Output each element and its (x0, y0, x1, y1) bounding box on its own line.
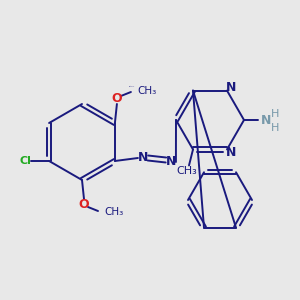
Text: methoxy: methoxy (129, 86, 135, 87)
Text: N: N (226, 146, 236, 159)
Text: H: H (271, 123, 279, 133)
Text: Cl: Cl (19, 156, 31, 166)
Text: O: O (112, 92, 122, 106)
Text: CH₃: CH₃ (137, 86, 156, 96)
Text: N: N (261, 113, 271, 127)
Text: H: H (271, 109, 279, 119)
Text: N: N (166, 154, 176, 167)
Text: N: N (138, 151, 148, 164)
Text: CH₃: CH₃ (104, 207, 123, 217)
Text: CH₃: CH₃ (177, 167, 197, 176)
Text: N: N (226, 81, 236, 94)
Text: O: O (79, 197, 89, 211)
